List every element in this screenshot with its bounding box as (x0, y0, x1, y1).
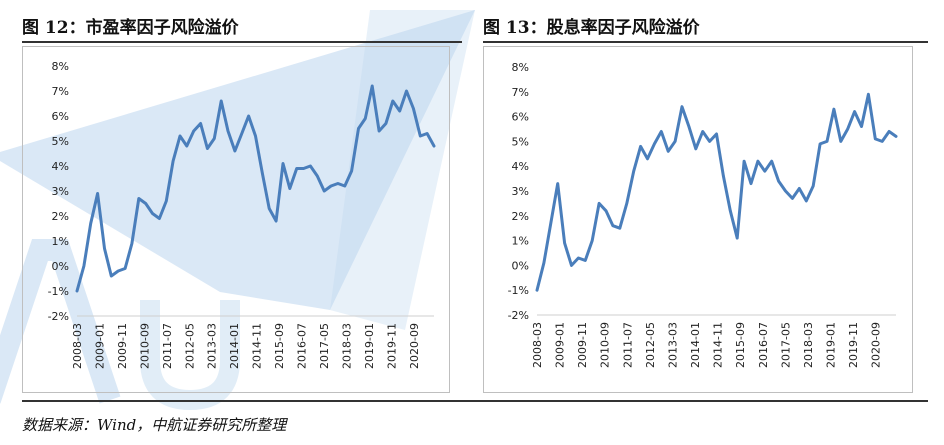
source-note: 数据来源：Wind，中航证券研究所整理 (22, 416, 287, 434)
x-tick-label: 2009-11 (576, 322, 589, 368)
line-chart-pe: 8% 7% 6% 5% 4% 3% 2% 1% 0% -1% -2%2008-03 2009-01 20… (48, 60, 436, 369)
x-tick-label: 2020-09 (408, 323, 421, 369)
y-tick-label: 5% (512, 135, 529, 148)
y-tick-label: -2% (48, 310, 69, 323)
y-tick-label: 5% (52, 135, 69, 148)
y-tick-label: 0% (52, 260, 69, 273)
x-tick-label: 2012-05 (644, 322, 657, 368)
chart-frame: 8% 7% 6% 5% 4% 3% 2% 1% 0% -1% -2% 2008-03 2009-01 20… (483, 46, 913, 393)
x-tick-label: 2011-07 (161, 323, 174, 369)
x-tick-label: 2019-11 (385, 323, 398, 369)
x-tick-label: 2014-11 (251, 323, 264, 369)
x-tick-label: 2020-09 (870, 322, 883, 368)
x-tick-label: 2019-11 (847, 322, 860, 368)
x-tick-label: 2015-09 (734, 322, 747, 368)
line-chart-dividend: 8% 7% 6% 5% 4% 3% 2% 1% 0% -1% -2%2008-03 2009-01 20… (508, 61, 898, 368)
y-tick-label: 1% (52, 235, 69, 248)
x-tick-label: 2010-09 (138, 323, 151, 369)
x-tick-label: 2013-03 (666, 322, 679, 368)
y-tick-label: 3% (52, 185, 69, 198)
x-tick-label: 2012-05 (183, 323, 196, 369)
y-tick-label: 4% (52, 160, 69, 173)
y-tick-label: 7% (512, 86, 529, 99)
x-tick-label: 2014-01 (689, 322, 702, 368)
y-tick-label: 8% (512, 61, 529, 74)
y-tick-label: 2% (52, 210, 69, 223)
y-tick-label: 6% (52, 110, 69, 123)
x-tick-label: 2010-09 (599, 322, 612, 368)
x-tick-label: 2018-03 (340, 323, 353, 369)
y-tick-label: 7% (52, 85, 69, 98)
x-tick-label: 2008-03 (531, 322, 544, 368)
x-tick-label: 2009-01 (554, 322, 567, 368)
chart-frame: 8% 7% 6% 5% 4% 3% 2% 1% 0% -1% -2% 2008-03 2009-01 20… (22, 46, 450, 393)
x-tick-label: 2011-07 (621, 322, 634, 368)
x-tick-label: 2008-03 (71, 323, 84, 369)
y-tick-label: 8% (52, 60, 69, 73)
x-tick-label: 2009-01 (93, 323, 106, 369)
x-tick-label: 2016-07 (757, 322, 770, 368)
x-tick-label: 2016-07 (296, 323, 309, 369)
series-line (535, 92, 898, 292)
x-tick-label: 2013-03 (206, 323, 219, 369)
chart-title: 图 12：市盈率因子风险溢价 (22, 18, 239, 38)
title-rule (22, 41, 462, 43)
x-tick-label: 2009-11 (116, 323, 129, 369)
y-tick-label: 1% (512, 235, 529, 248)
y-tick-label: 2% (512, 210, 529, 223)
x-tick-label: 2018-03 (802, 322, 815, 368)
x-tick-label: 2014-01 (228, 323, 241, 369)
x-tick-label: 2019-01 (363, 323, 376, 369)
x-tick-label: 2014-11 (712, 322, 725, 368)
series-line (75, 84, 436, 293)
x-tick-label: 2015-09 (273, 323, 286, 369)
y-tick-label: 0% (512, 259, 529, 272)
y-tick-label: -1% (508, 284, 529, 297)
y-tick-label: 3% (512, 185, 529, 198)
footer-rule (22, 400, 928, 402)
x-tick-label: 2017-05 (318, 323, 331, 369)
x-tick-label: 2019-01 (825, 322, 838, 368)
x-tick-label: 2017-05 (779, 322, 792, 368)
chart-title: 图 13：股息率因子风险溢价 (483, 18, 700, 38)
y-tick-label: -1% (48, 285, 69, 298)
y-tick-label: -2% (508, 309, 529, 322)
title-rule (483, 41, 928, 43)
y-tick-label: 4% (512, 160, 529, 173)
y-tick-label: 6% (512, 111, 529, 124)
